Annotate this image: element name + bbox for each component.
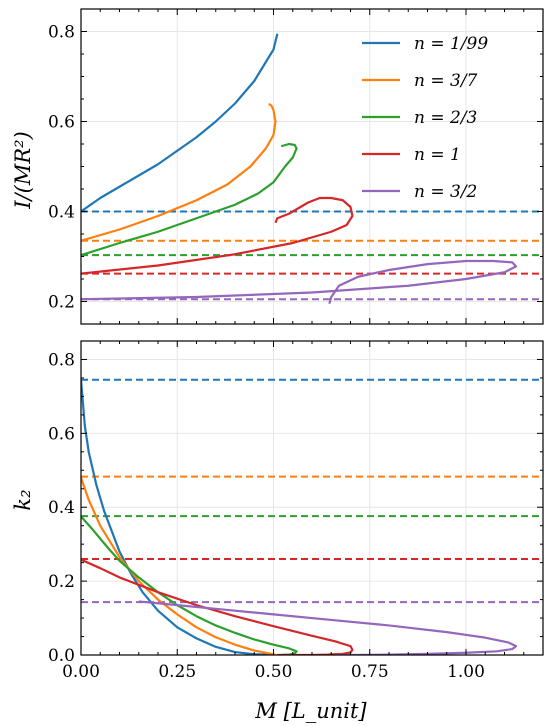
bottom-y-tick-label-4: 0.8 [48, 350, 75, 370]
top-y-tick-label-3: 0.8 [48, 23, 75, 43]
top-series-line-0 [81, 33, 279, 213]
bottom-series-line-2 [81, 515, 298, 655]
top-panel-mass-moment-of-inertia: 0.20.40.60.8n = 1/99n = 3/7n = 2/3n = 1n… [48, 8, 544, 325]
x-axis-label-text: M [L_unit] [254, 699, 367, 723]
top-series-line-1 [81, 103, 277, 242]
bottom-x-tick-label-3: 0.75 [351, 662, 389, 682]
top-plot-area [81, 33, 543, 305]
bottom-x-tick-label-2: 0.50 [255, 662, 293, 682]
bottom-axes-frame [80, 340, 544, 656]
top-y-tick-label-1: 0.4 [48, 203, 75, 223]
bottom-y-tick-label-2: 0.4 [48, 498, 75, 518]
top-y-axis-label: I/(MR²) [11, 131, 35, 210]
bottom-series-line-4 [138, 600, 518, 655]
legend: n = 1/99 n = 3/7 n = 2/3 n = 1 n = 3/2 [362, 34, 488, 202]
legend-label-2: n = 2/3 [414, 108, 477, 128]
legend-label-4: n = 3/2 [414, 182, 477, 202]
bottom-x-tick-label-0: 0.00 [62, 662, 100, 682]
top-y-tick-label-2: 0.6 [48, 113, 75, 133]
bottom-y-tick-label-1: 0.2 [48, 572, 75, 592]
legend-label-3: n = 1 [414, 145, 461, 165]
top-series-line-3 [81, 196, 354, 275]
bottom-panel-love-number: 0.0 0.2 0.4 0.6 0.8 0.00 0.25 0.50 0.75 1.00 [48, 340, 544, 682]
legend-label-0: n = 1/99 [414, 34, 488, 54]
bottom-y-tick-label-0: 0.0 [48, 646, 75, 666]
bottom-y-axis-label: k₂ [11, 489, 35, 510]
bottom-plot-area [81, 378, 543, 655]
bottom-series-line-1 [81, 477, 276, 655]
bottom-x-axis-label: M [L_unit] [254, 699, 367, 723]
bottom-y-tick-label-3: 0.6 [48, 424, 75, 444]
bottom-x-tick-label-4: 1.00 [447, 662, 485, 682]
top-series-line-4 [81, 259, 518, 305]
legend-label-1: n = 3/7 [414, 71, 478, 91]
bottom-series-line-3 [81, 558, 354, 655]
bottom-x-tick-label-1: 0.25 [158, 662, 196, 682]
top-series-line-2 [81, 142, 298, 257]
top-y-tick-label-0: 0.2 [48, 293, 75, 313]
